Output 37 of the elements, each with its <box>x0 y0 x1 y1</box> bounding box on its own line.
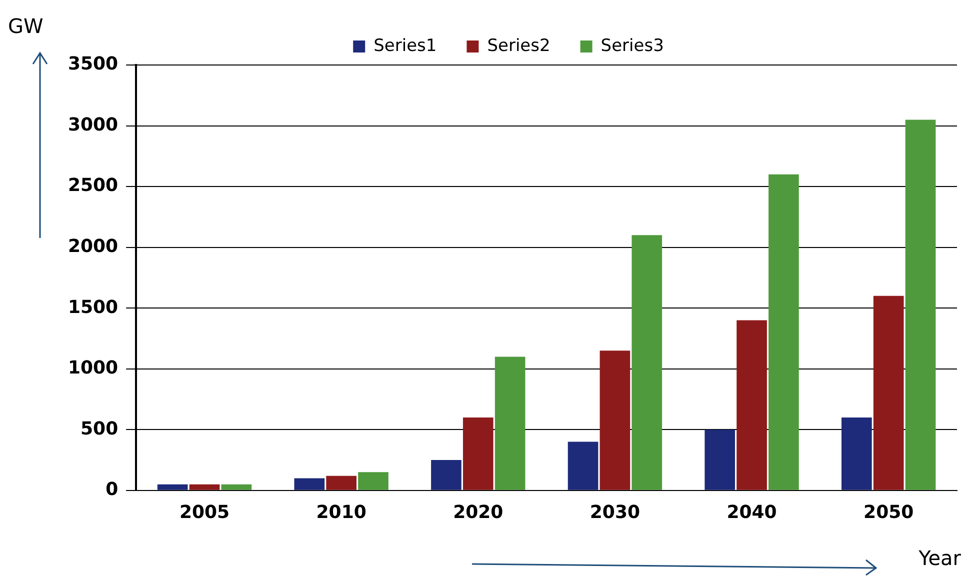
x-tick-label: 2005 <box>179 502 230 523</box>
bar <box>431 460 462 490</box>
bar <box>189 484 220 490</box>
bar <box>157 484 188 490</box>
bar <box>704 430 736 490</box>
bar <box>736 320 767 490</box>
bar <box>494 356 526 490</box>
bar <box>221 484 252 490</box>
x-tick-label: 2020 <box>453 502 504 523</box>
legend-label: Series1 <box>374 36 437 56</box>
legend-label: Series3 <box>600 36 664 56</box>
y-tick-label: 3500 <box>68 54 118 75</box>
x-tick-label: 2050 <box>864 502 914 523</box>
bar <box>873 296 904 490</box>
bar <box>600 350 630 490</box>
bar <box>462 417 494 490</box>
y-tick-label: 3000 <box>68 114 118 136</box>
x-tick-label: 2030 <box>590 502 640 523</box>
x-axis-title: Year <box>918 546 961 570</box>
bar <box>326 476 356 490</box>
bar <box>358 472 388 490</box>
y-tick-label: 1500 <box>68 296 118 318</box>
x-tick-label: 2040 <box>726 502 777 523</box>
bar <box>905 120 936 490</box>
bar <box>632 235 662 490</box>
bar <box>568 442 598 490</box>
bar <box>842 417 872 490</box>
y-tick-label: 0 <box>106 479 118 500</box>
y-tick-label: 2000 <box>68 236 118 257</box>
bar <box>294 478 325 490</box>
y-tick-label: 500 <box>80 418 118 440</box>
y-axis-title: GW <box>8 14 44 38</box>
y-tick-label: 2500 <box>68 175 118 196</box>
x-tick-label: 2010 <box>316 502 366 523</box>
legend-label: Series2 <box>487 36 550 56</box>
bar <box>768 174 799 490</box>
y-tick-label: 1000 <box>68 358 118 379</box>
